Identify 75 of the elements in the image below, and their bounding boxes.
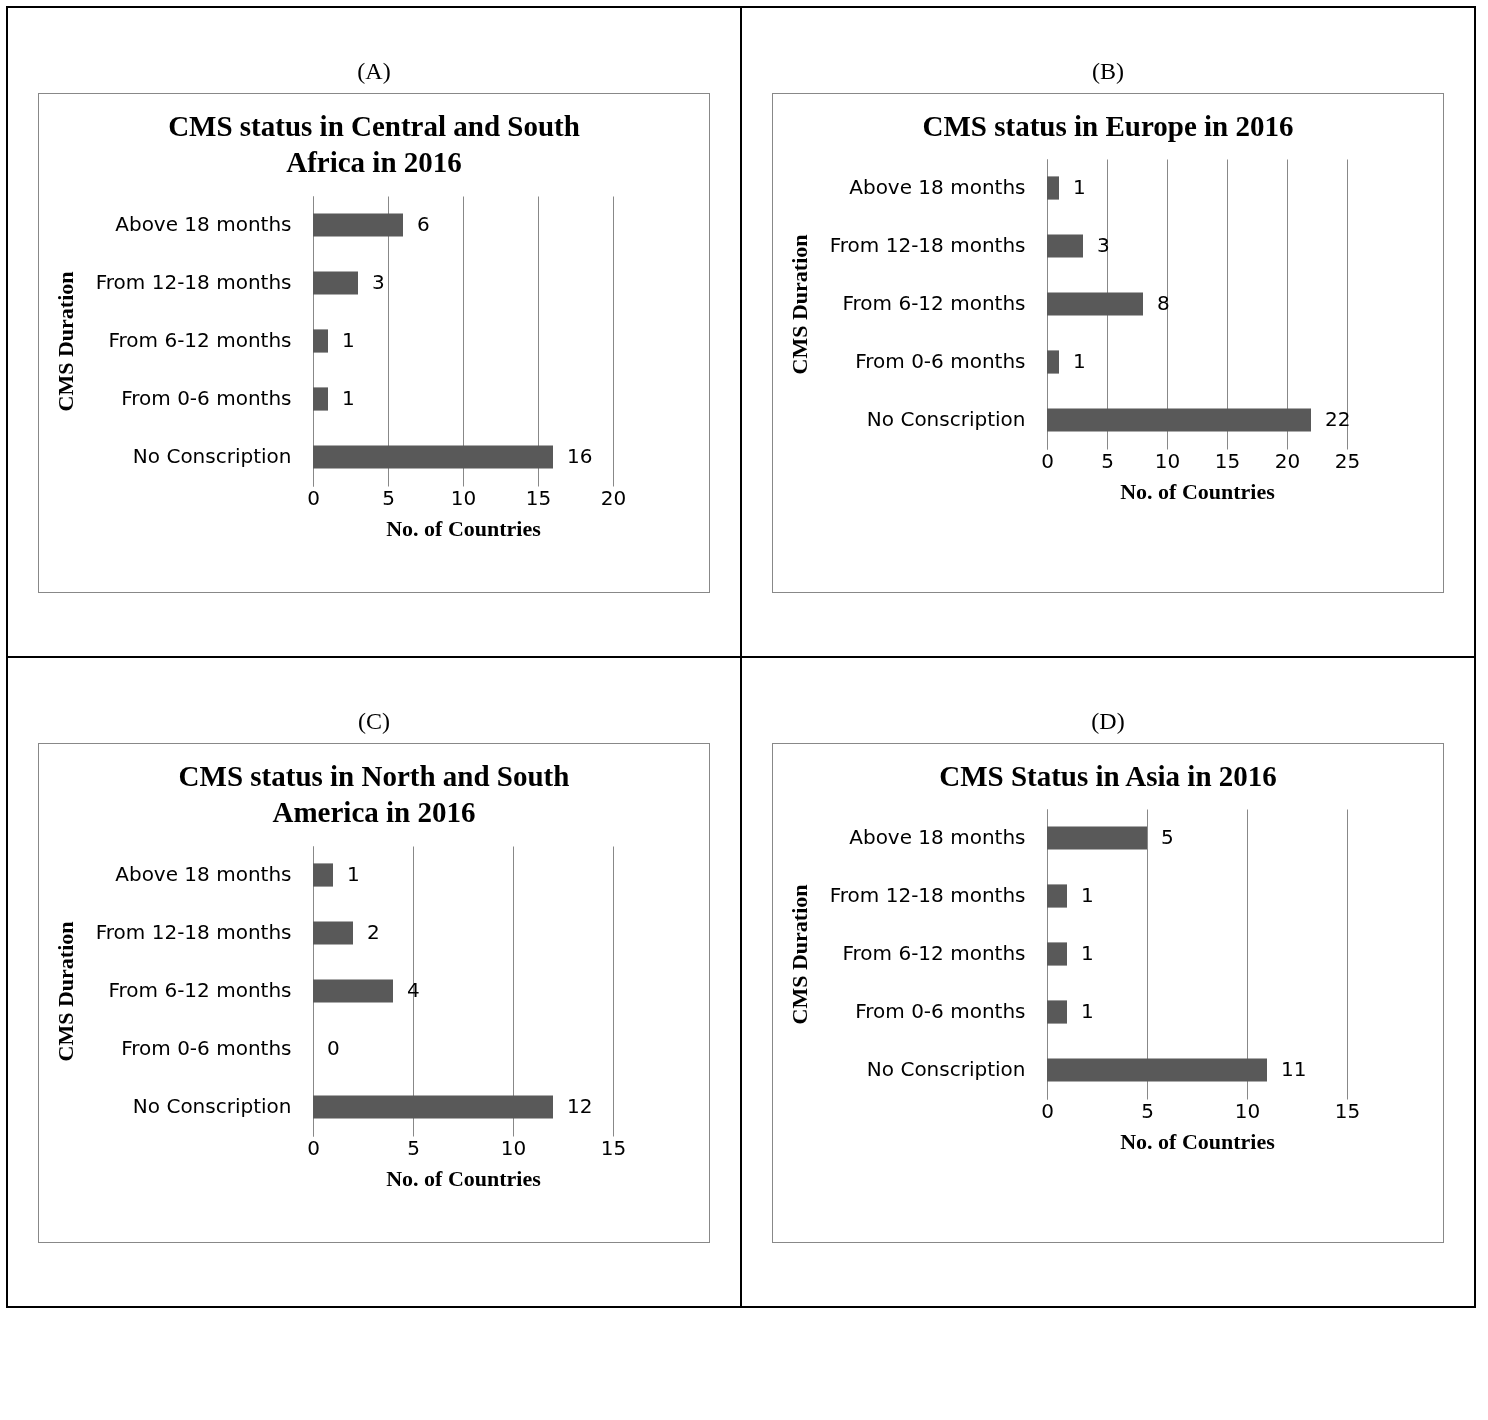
x-tick-label: 10 <box>500 1135 527 1159</box>
x-tick-label: 15 <box>1334 1098 1361 1123</box>
data-label: 4 <box>407 977 420 1002</box>
text: (D) <box>1090 708 1126 735</box>
y-tick-label: From 0-6 months <box>855 349 1026 374</box>
y-tick-label: Above 18 months <box>115 211 292 236</box>
y-tick-label: From 6-12 months <box>108 327 292 352</box>
data-label: 1 <box>1081 883 1094 908</box>
x-axis-title: No. of Countries <box>1120 1128 1276 1154</box>
y-tick-label: From 0-6 months <box>855 999 1026 1024</box>
data-label: 2 <box>367 919 380 944</box>
x-tick-label: 5 <box>382 485 395 509</box>
x-tick-label: 0 <box>307 1135 320 1159</box>
y-axis-title: CMS Duration <box>52 921 78 1061</box>
chart-title: CMS status in Europe in 2016 <box>921 109 1295 144</box>
data-label: 16 <box>567 443 593 468</box>
x-tick-label: 0 <box>1041 448 1054 473</box>
x-tick-label: 15 <box>525 485 552 509</box>
x-tick-label: 0 <box>1041 1098 1054 1123</box>
y-tick-label: From 6-12 months <box>842 291 1026 316</box>
x-tick-label: 5 <box>407 1135 420 1159</box>
x-tick-label: 15 <box>1214 448 1241 473</box>
y-tick-label: Above 18 months <box>849 825 1026 850</box>
data-label: 3 <box>372 269 385 294</box>
y-tick-label: No Conscription <box>132 443 292 468</box>
text: (B) <box>1091 58 1125 85</box>
y-tick-label: No Conscription <box>866 1057 1026 1082</box>
y-tick-label: From 0-6 months <box>121 385 292 410</box>
y-tick-label: Above 18 months <box>115 861 292 886</box>
data-label: 0 <box>327 1035 340 1060</box>
y-axis-title: CMS Duration <box>786 234 812 375</box>
chart-title: CMS Status in Asia in 2016 <box>938 759 1278 794</box>
text: (C) <box>357 708 391 735</box>
y-axis-title: CMS Duration <box>786 884 812 1025</box>
data-label: 6 <box>417 211 430 236</box>
y-axis-title: CMS Duration <box>52 271 78 411</box>
x-axis-title: No. of Countries <box>386 1165 542 1190</box>
x-tick-label: 15 <box>600 1135 627 1159</box>
x-axis-title: No. of Countries <box>1120 478 1276 504</box>
x-tick-label: 20 <box>600 485 627 509</box>
y-tick-label: From 0-6 months <box>121 1035 292 1060</box>
data-label: 12 <box>567 1093 593 1118</box>
x-axis-title: No. of Countries <box>386 515 542 540</box>
data-label: 8 <box>1157 291 1170 316</box>
x-tick-label: 5 <box>1101 448 1114 473</box>
x-tick-label: 10 <box>450 485 477 509</box>
y-tick-label: From 12-18 months <box>829 883 1026 908</box>
data-label: 1 <box>342 327 355 352</box>
x-tick-label: 10 <box>1154 448 1181 473</box>
x-tick-label: 10 <box>1234 1098 1261 1123</box>
data-label: 22 <box>1325 407 1351 432</box>
data-label: 1 <box>1073 349 1086 374</box>
x-tick-label: 25 <box>1334 448 1361 473</box>
x-tick-label: 0 <box>307 485 320 509</box>
y-tick-label: From 12-18 months <box>95 919 292 944</box>
text: (A) <box>356 58 392 85</box>
chart-title: CMS status in Central and South Africa in 2016 <box>167 109 581 181</box>
data-label: 1 <box>342 385 355 410</box>
y-tick-label: From 12-18 months <box>95 269 292 294</box>
y-tick-label: From 12-18 months <box>829 233 1026 258</box>
y-tick-label: From 6-12 months <box>842 941 1026 966</box>
data-label: 1 <box>1081 999 1094 1024</box>
data-label: 5 <box>1161 825 1174 850</box>
y-tick-label: No Conscription <box>132 1093 292 1118</box>
y-tick-label: No Conscription <box>866 407 1026 432</box>
chart-title: CMS status in North and South America in 2016 <box>177 759 571 831</box>
x-tick-label: 5 <box>1141 1098 1154 1123</box>
y-tick-label: From 6-12 months <box>108 977 292 1002</box>
data-label: 1 <box>1081 941 1094 966</box>
data-label: 1 <box>347 861 360 886</box>
data-label: 3 <box>1097 233 1110 258</box>
data-label: 1 <box>1073 175 1086 200</box>
y-tick-label: Above 18 months <box>849 175 1026 200</box>
x-tick-label: 20 <box>1274 448 1301 473</box>
data-label: 11 <box>1281 1057 1307 1082</box>
